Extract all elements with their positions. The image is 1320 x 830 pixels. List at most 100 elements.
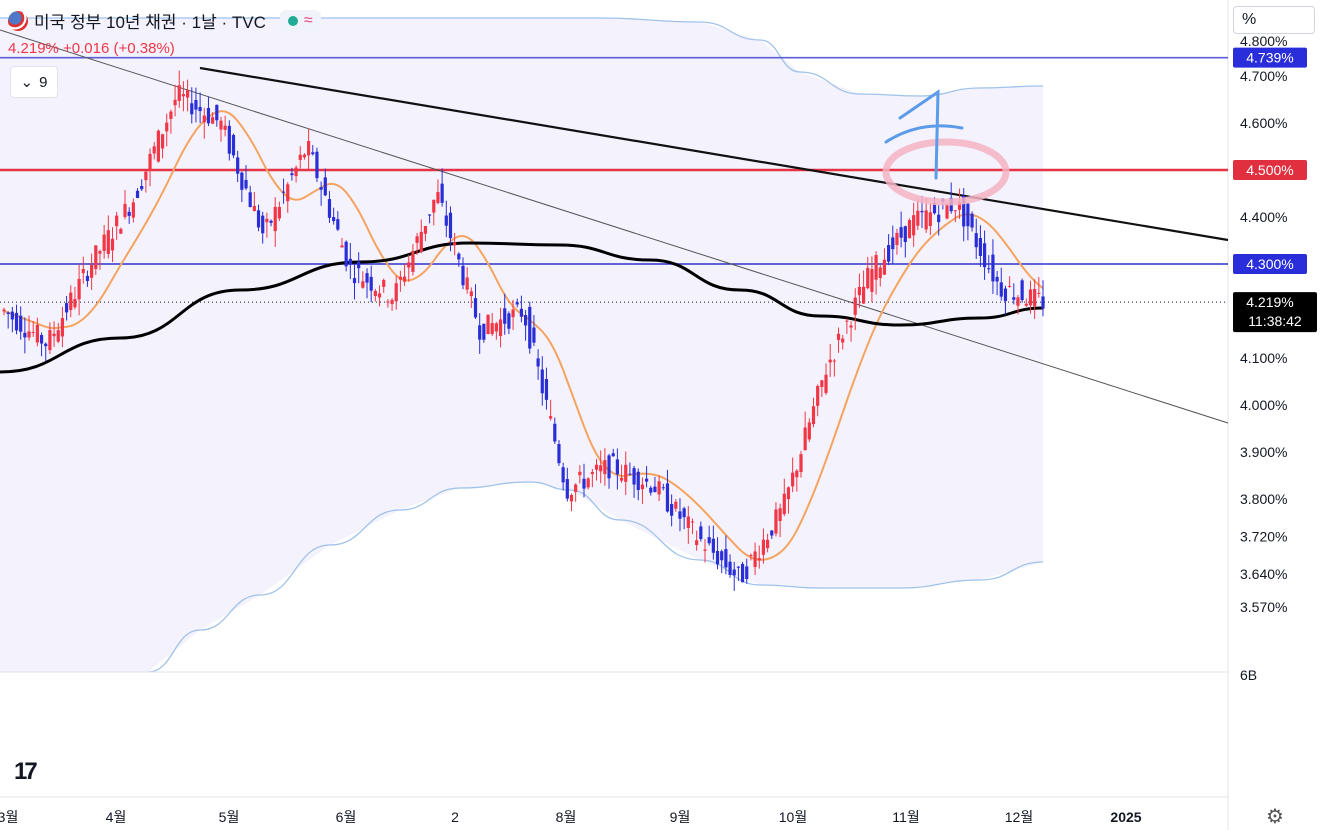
candle-body [907,220,912,239]
candle-body [85,275,90,281]
trend-line-thin[interactable] [0,29,1229,424]
annotation-letter-a[interactable] [884,89,964,180]
candle-body [640,484,645,490]
candle-body [953,210,957,212]
candle-body [140,185,144,190]
candle-body [440,183,444,203]
status-badge[interactable]: ≈ [279,9,321,32]
price-badge-2[interactable] [1233,254,1307,274]
candle-body [252,205,256,211]
candle-body [1028,289,1033,306]
market-open-dot-icon [287,15,298,26]
candle-body [749,555,753,557]
hand-annotation[interactable] [882,89,1010,206]
trend-lines[interactable] [0,29,1229,424]
candle-body [453,242,457,246]
candle-body [932,203,937,214]
price-badge-0[interactable] [1233,47,1307,68]
candle-body [352,278,357,284]
moving-averages [0,110,1044,561]
candle-body [1003,288,1008,301]
candle-body [14,312,19,331]
symbol-title[interactable]: 미국 정부 10년 채권 · 1날 · TVC [34,13,266,32]
candle-body [319,187,323,190]
candle-body [215,104,219,121]
candle-body [81,269,85,274]
candle-body [27,331,31,338]
candle-body [402,276,407,282]
time-tick-label: 12월 [1005,809,1033,825]
candle-body [536,358,540,367]
candle-body [457,253,461,260]
candle-body [444,215,448,226]
candle-body [482,323,486,340]
candle-body [916,210,920,226]
candle-body [519,308,524,317]
candle-body [874,255,878,280]
candle-body [494,323,498,332]
candle-body [411,250,415,272]
candle-body [895,232,899,245]
candle-body [369,276,373,291]
settings-gear-icon[interactable]: ⚙ [1266,806,1284,828]
last-price-badge[interactable] [1233,292,1317,333]
indicator-count: 9 [39,73,48,91]
candle-body [728,561,732,575]
candle-body [523,315,528,326]
candle-body [361,281,365,288]
candle-body [770,530,774,536]
candle-body [52,333,56,337]
candle-body [745,566,749,580]
price-tick-label: 4.400% [1240,209,1287,225]
candle-body [670,503,674,516]
candle-body [415,236,419,243]
candle-body [265,218,269,223]
candle-body [469,291,473,297]
candle-body [611,453,615,457]
candle-body [44,343,48,347]
price-tick-label: 3.640% [1240,566,1287,582]
candle-body [1012,297,1016,300]
candle-body [131,202,135,218]
indicators-toggle[interactable]: ⌄ 9 [10,66,58,98]
candle-body [845,320,849,322]
candle-body [160,134,165,149]
candle-body [644,478,649,482]
price-tick-label: 4.700% [1240,68,1287,84]
unit-button[interactable]: % [1233,6,1315,34]
axes[interactable]: 4.739% 4.500% 4.300% 4.219% 11:38:42 4.800% 4.… [0,33,1317,825]
candle-body [820,380,824,387]
candle-body [110,238,115,251]
tradingview-logo-icon[interactable]: 17 [14,758,38,785]
price-badge-1[interactable] [1233,160,1307,180]
candle-body [857,286,862,296]
candle-body [532,327,536,343]
candle-body [432,199,436,213]
quote-line: 4.219% +0.016 (+0.38%) [8,40,175,57]
candle-body [206,107,211,124]
chevron-down-icon: ⌄ [20,74,34,91]
candle-body [703,549,707,551]
candle-body [465,277,469,290]
candle-body [194,100,198,110]
candle-body [811,406,816,425]
candle-body [327,199,332,218]
candle-body [690,521,695,523]
candle-body [64,303,69,313]
annotation-circle[interactable] [882,138,1010,206]
trend-line-thick[interactable] [199,66,1229,242]
candle-body [507,313,511,329]
us-flag-icon [8,10,28,31]
symbol-header[interactable]: 미국 정부 10년 채권 · 1날 · TVC ≈ [8,8,321,33]
candle-body [173,99,177,106]
candle-body [803,427,807,451]
candle-body [478,325,482,340]
candle-body [699,526,703,540]
candle-body [982,243,987,268]
candle-body [607,455,611,479]
price-tick-label: 4.000% [1240,397,1287,413]
horizontal-levels[interactable] [0,56,1228,303]
candle-body [632,468,636,485]
price-badge-label-0: 4.739% [1246,50,1293,66]
